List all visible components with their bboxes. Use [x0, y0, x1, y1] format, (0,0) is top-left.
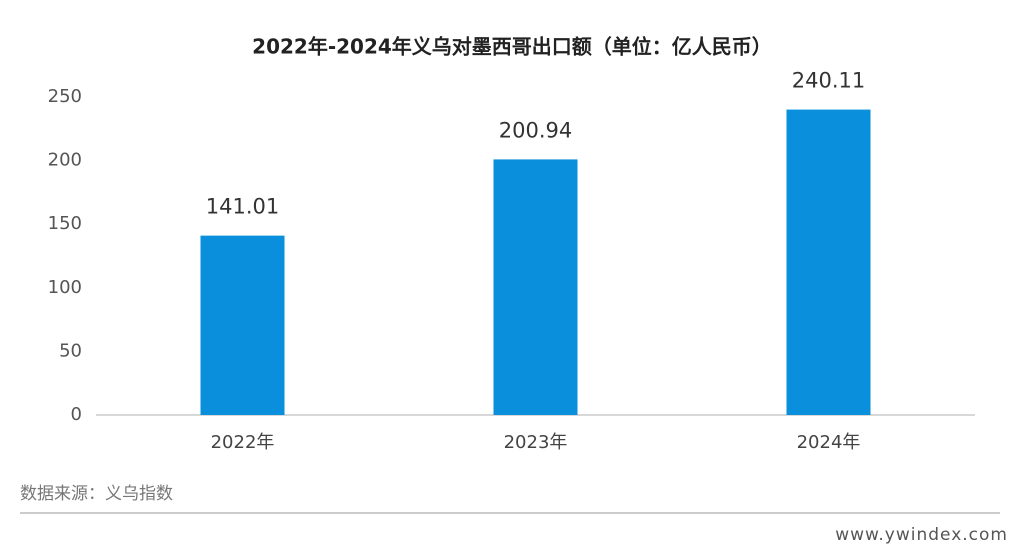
value-label: 200.94 — [499, 118, 572, 142]
bar — [200, 235, 285, 415]
source-note: 数据来源：义乌指数 — [20, 484, 173, 504]
bar — [493, 159, 578, 415]
value-label: 240.11 — [792, 69, 865, 93]
y-tick-label: 150 — [48, 213, 82, 234]
website: www.ywindex.com — [835, 525, 1008, 545]
y-tick-label: 50 — [59, 340, 82, 361]
y-tick-label: 0 — [71, 404, 82, 425]
y-tick-label: 200 — [48, 150, 82, 171]
x-tick-label: 2023年 — [504, 432, 568, 453]
bar — [786, 109, 871, 415]
chart-title: 2022年-2024年义乌对墨西哥出口额（单位：亿人民币） — [252, 35, 772, 59]
value-label: 141.01 — [206, 195, 279, 219]
y-tick-label: 250 — [48, 86, 82, 107]
x-tick-label: 2022年 — [211, 432, 275, 453]
x-tick-label: 2024年 — [797, 432, 861, 453]
y-tick-label: 100 — [48, 277, 82, 298]
